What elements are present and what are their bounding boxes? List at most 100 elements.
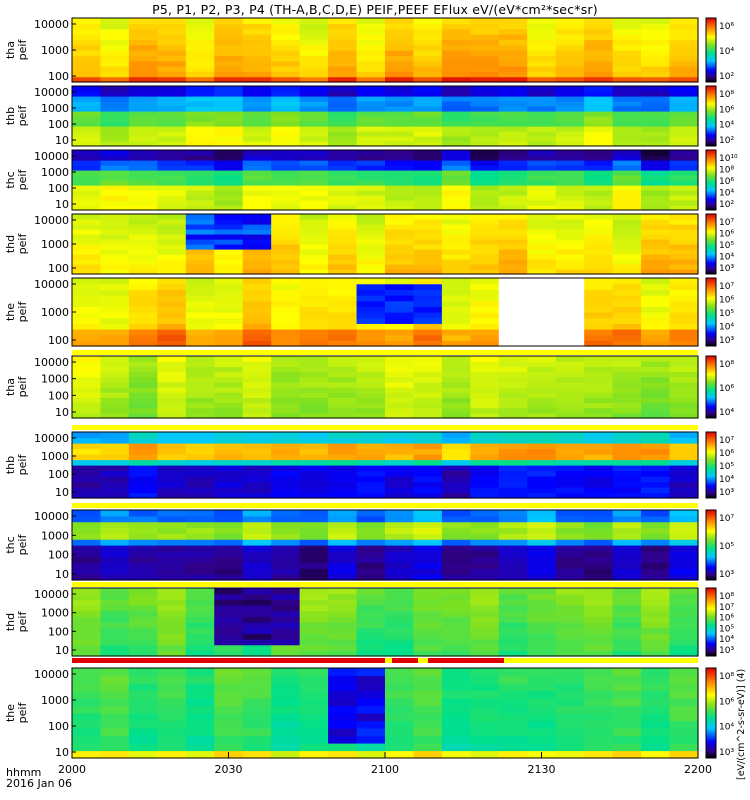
- spectrogram-cell: [498, 23, 528, 30]
- spectrogram-cell: [584, 150, 614, 156]
- y-tick-label: 10000: [34, 356, 69, 369]
- spectrogram-cell: [242, 295, 272, 302]
- spectrogram-cell: [271, 121, 301, 127]
- spectrogram-cell: [498, 18, 528, 24]
- spectrogram-cell: [527, 527, 557, 534]
- spectrogram-cell: [470, 568, 500, 575]
- spectrogram-cell: [555, 593, 585, 600]
- spectrogram-cell: [441, 366, 471, 373]
- spectrogram-cell: [413, 371, 443, 378]
- spectrogram-cell: [584, 269, 614, 275]
- spectrogram-cell: [413, 443, 443, 450]
- spectrogram-cell: [100, 437, 130, 444]
- spectrogram-cell: [328, 170, 358, 176]
- spectrogram-cell: [669, 515, 699, 523]
- spectrogram-cell: [527, 190, 557, 196]
- spectrogram-cell: [470, 668, 500, 677]
- spectrogram-cell: [584, 356, 614, 362]
- spectrogram-cell: [328, 131, 358, 137]
- spectrogram-cell: [612, 650, 642, 657]
- spectrogram-cell: [527, 476, 557, 483]
- spectrogram-cell: [328, 126, 358, 132]
- spectrogram-cell: [555, 283, 585, 290]
- spectrogram-cell: [555, 616, 585, 623]
- spectrogram-cell: [356, 533, 386, 540]
- spectrogram-cell: [157, 312, 187, 319]
- spectrogram-cell: [413, 633, 443, 640]
- spectrogram-cell: [413, 323, 443, 330]
- spectrogram-cell: [470, 170, 500, 176]
- spectrogram-cell: [641, 515, 671, 523]
- spectrogram-cell: [555, 300, 585, 307]
- spectrogram-cell: [128, 713, 158, 722]
- spectrogram-cell: [612, 605, 642, 612]
- spectrogram-cell: [441, 239, 471, 245]
- spectrogram-cell: [669, 644, 699, 651]
- spectrogram-cell: [100, 443, 130, 450]
- spectrogram-cell: [555, 23, 585, 30]
- spectrogram-cell: [413, 622, 443, 629]
- spectrogram-cell: [385, 278, 415, 285]
- spectrogram-cell: [100, 728, 130, 737]
- spectrogram-cell: [612, 470, 642, 477]
- spectrogram-cell: [413, 750, 443, 759]
- spectrogram-cell: [441, 568, 471, 575]
- spectrogram-cell: [441, 66, 471, 72]
- panel-ylabel: thd: [4, 613, 17, 631]
- spectrogram-cell: [128, 195, 158, 201]
- spectrogram-cell: [242, 264, 272, 270]
- spectrogram-cell: [641, 131, 671, 137]
- spectrogram-cell: [555, 392, 585, 398]
- spectrogram-cell: [441, 515, 471, 523]
- spectrogram-cell: [470, 432, 500, 439]
- spectrogram-cell: [527, 18, 557, 24]
- spectrogram-cell: [271, 588, 301, 595]
- spectrogram-cell: [527, 66, 557, 72]
- spectrogram-cell: [385, 470, 415, 477]
- spectrogram-cell: [128, 185, 158, 191]
- spectrogram-cell: [185, 131, 215, 137]
- spectrogram-cell: [527, 361, 557, 367]
- spectrogram-cell: [242, 650, 272, 657]
- spectrogram-cell: [385, 190, 415, 196]
- spectrogram-cell: [441, 131, 471, 137]
- spectrogram-cell: [385, 698, 415, 707]
- spectrogram-cell: [299, 545, 329, 552]
- spectrogram-cell: [441, 190, 471, 196]
- spectrogram-cell: [441, 690, 471, 699]
- spectrogram-cell: [584, 55, 614, 62]
- spectrogram-cell: [470, 116, 500, 122]
- spectrogram-cell: [128, 244, 158, 250]
- colorbar-units: [eV/(cm^2-s-sr-eV)] (4): [736, 669, 747, 780]
- spectrogram-cell: [299, 392, 329, 398]
- spectrogram-cell: [669, 668, 699, 677]
- spectrogram-cell: [242, 533, 272, 540]
- spectrogram-cell: [527, 28, 557, 35]
- spectrogram-cell: [441, 269, 471, 275]
- spectrogram-cell: [385, 376, 415, 383]
- spectrogram-cell: [527, 443, 557, 450]
- spectrogram-cell: [356, 481, 386, 488]
- spectrogram-cell: [128, 650, 158, 657]
- spectrogram-cell: [185, 476, 215, 483]
- spectrogram-cell: [385, 300, 415, 307]
- spectrogram-cell: [157, 18, 187, 24]
- spectrogram-cell: [72, 254, 102, 260]
- spectrogram-cell: [328, 175, 358, 181]
- spectrogram-cell: [413, 131, 443, 137]
- spectrogram-cell: [385, 264, 415, 270]
- spectrogram-cell: [584, 698, 614, 707]
- spectrogram-cell: [584, 599, 614, 606]
- spectrogram-cell: [584, 476, 614, 483]
- spectrogram-cell: [72, 454, 102, 461]
- spectrogram-cell: [584, 556, 614, 564]
- spectrogram-cell: [356, 55, 386, 62]
- spectrogram-cell: [72, 200, 102, 206]
- spectrogram-cell: [641, 698, 671, 707]
- spectrogram-cell: [356, 387, 386, 393]
- spectrogram-cell: [72, 185, 102, 191]
- spectrogram-cell: [185, 317, 215, 324]
- spectrogram-cell: [128, 239, 158, 245]
- spectrogram-cell: [242, 126, 272, 132]
